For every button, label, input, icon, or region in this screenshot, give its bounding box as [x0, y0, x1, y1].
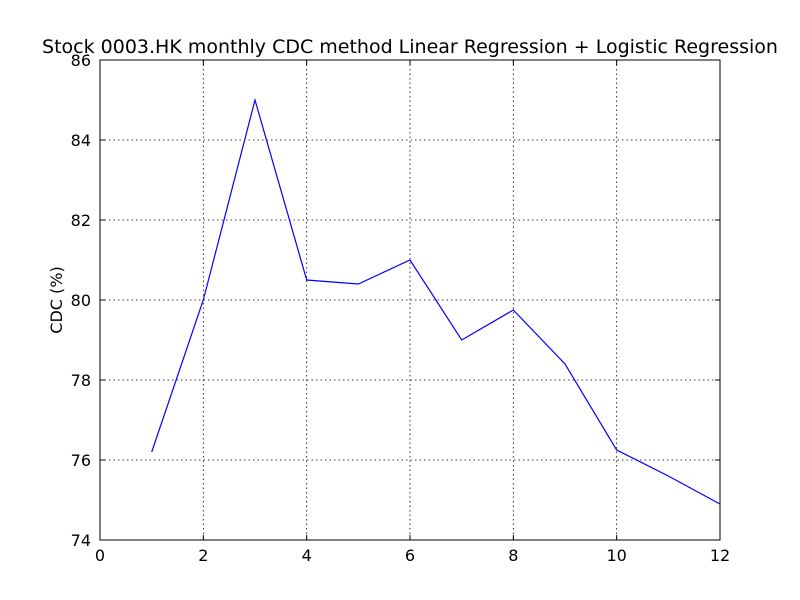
y-tick-label: 76	[71, 451, 91, 470]
y-axis-label: CDC (%)	[47, 266, 66, 333]
y-tick-label: 86	[71, 51, 91, 70]
x-tick-label: 6	[405, 546, 415, 565]
x-tick-label: 4	[302, 546, 312, 565]
y-tick-label: 78	[71, 371, 91, 390]
series-line	[151, 97, 721, 505]
x-tick-label: 12	[710, 546, 730, 565]
x-tick-label: 2	[198, 546, 208, 565]
ticks: 0 2 4 6 8 10 12 74 76 78 80 82 84 86	[71, 51, 731, 565]
x-tick-label: 0	[95, 546, 105, 565]
x-tick-label: 10	[606, 546, 626, 565]
grid	[100, 60, 720, 540]
y-tick-label: 82	[71, 211, 91, 230]
y-tick-label: 80	[71, 291, 91, 310]
series-layer	[151, 97, 721, 505]
y-tick-label: 84	[71, 131, 91, 150]
chart-title: Stock 0003.HK monthly CDC method Linear …	[42, 36, 778, 58]
y-tick-label: 74	[71, 531, 91, 550]
x-tick-label: 8	[508, 546, 518, 565]
